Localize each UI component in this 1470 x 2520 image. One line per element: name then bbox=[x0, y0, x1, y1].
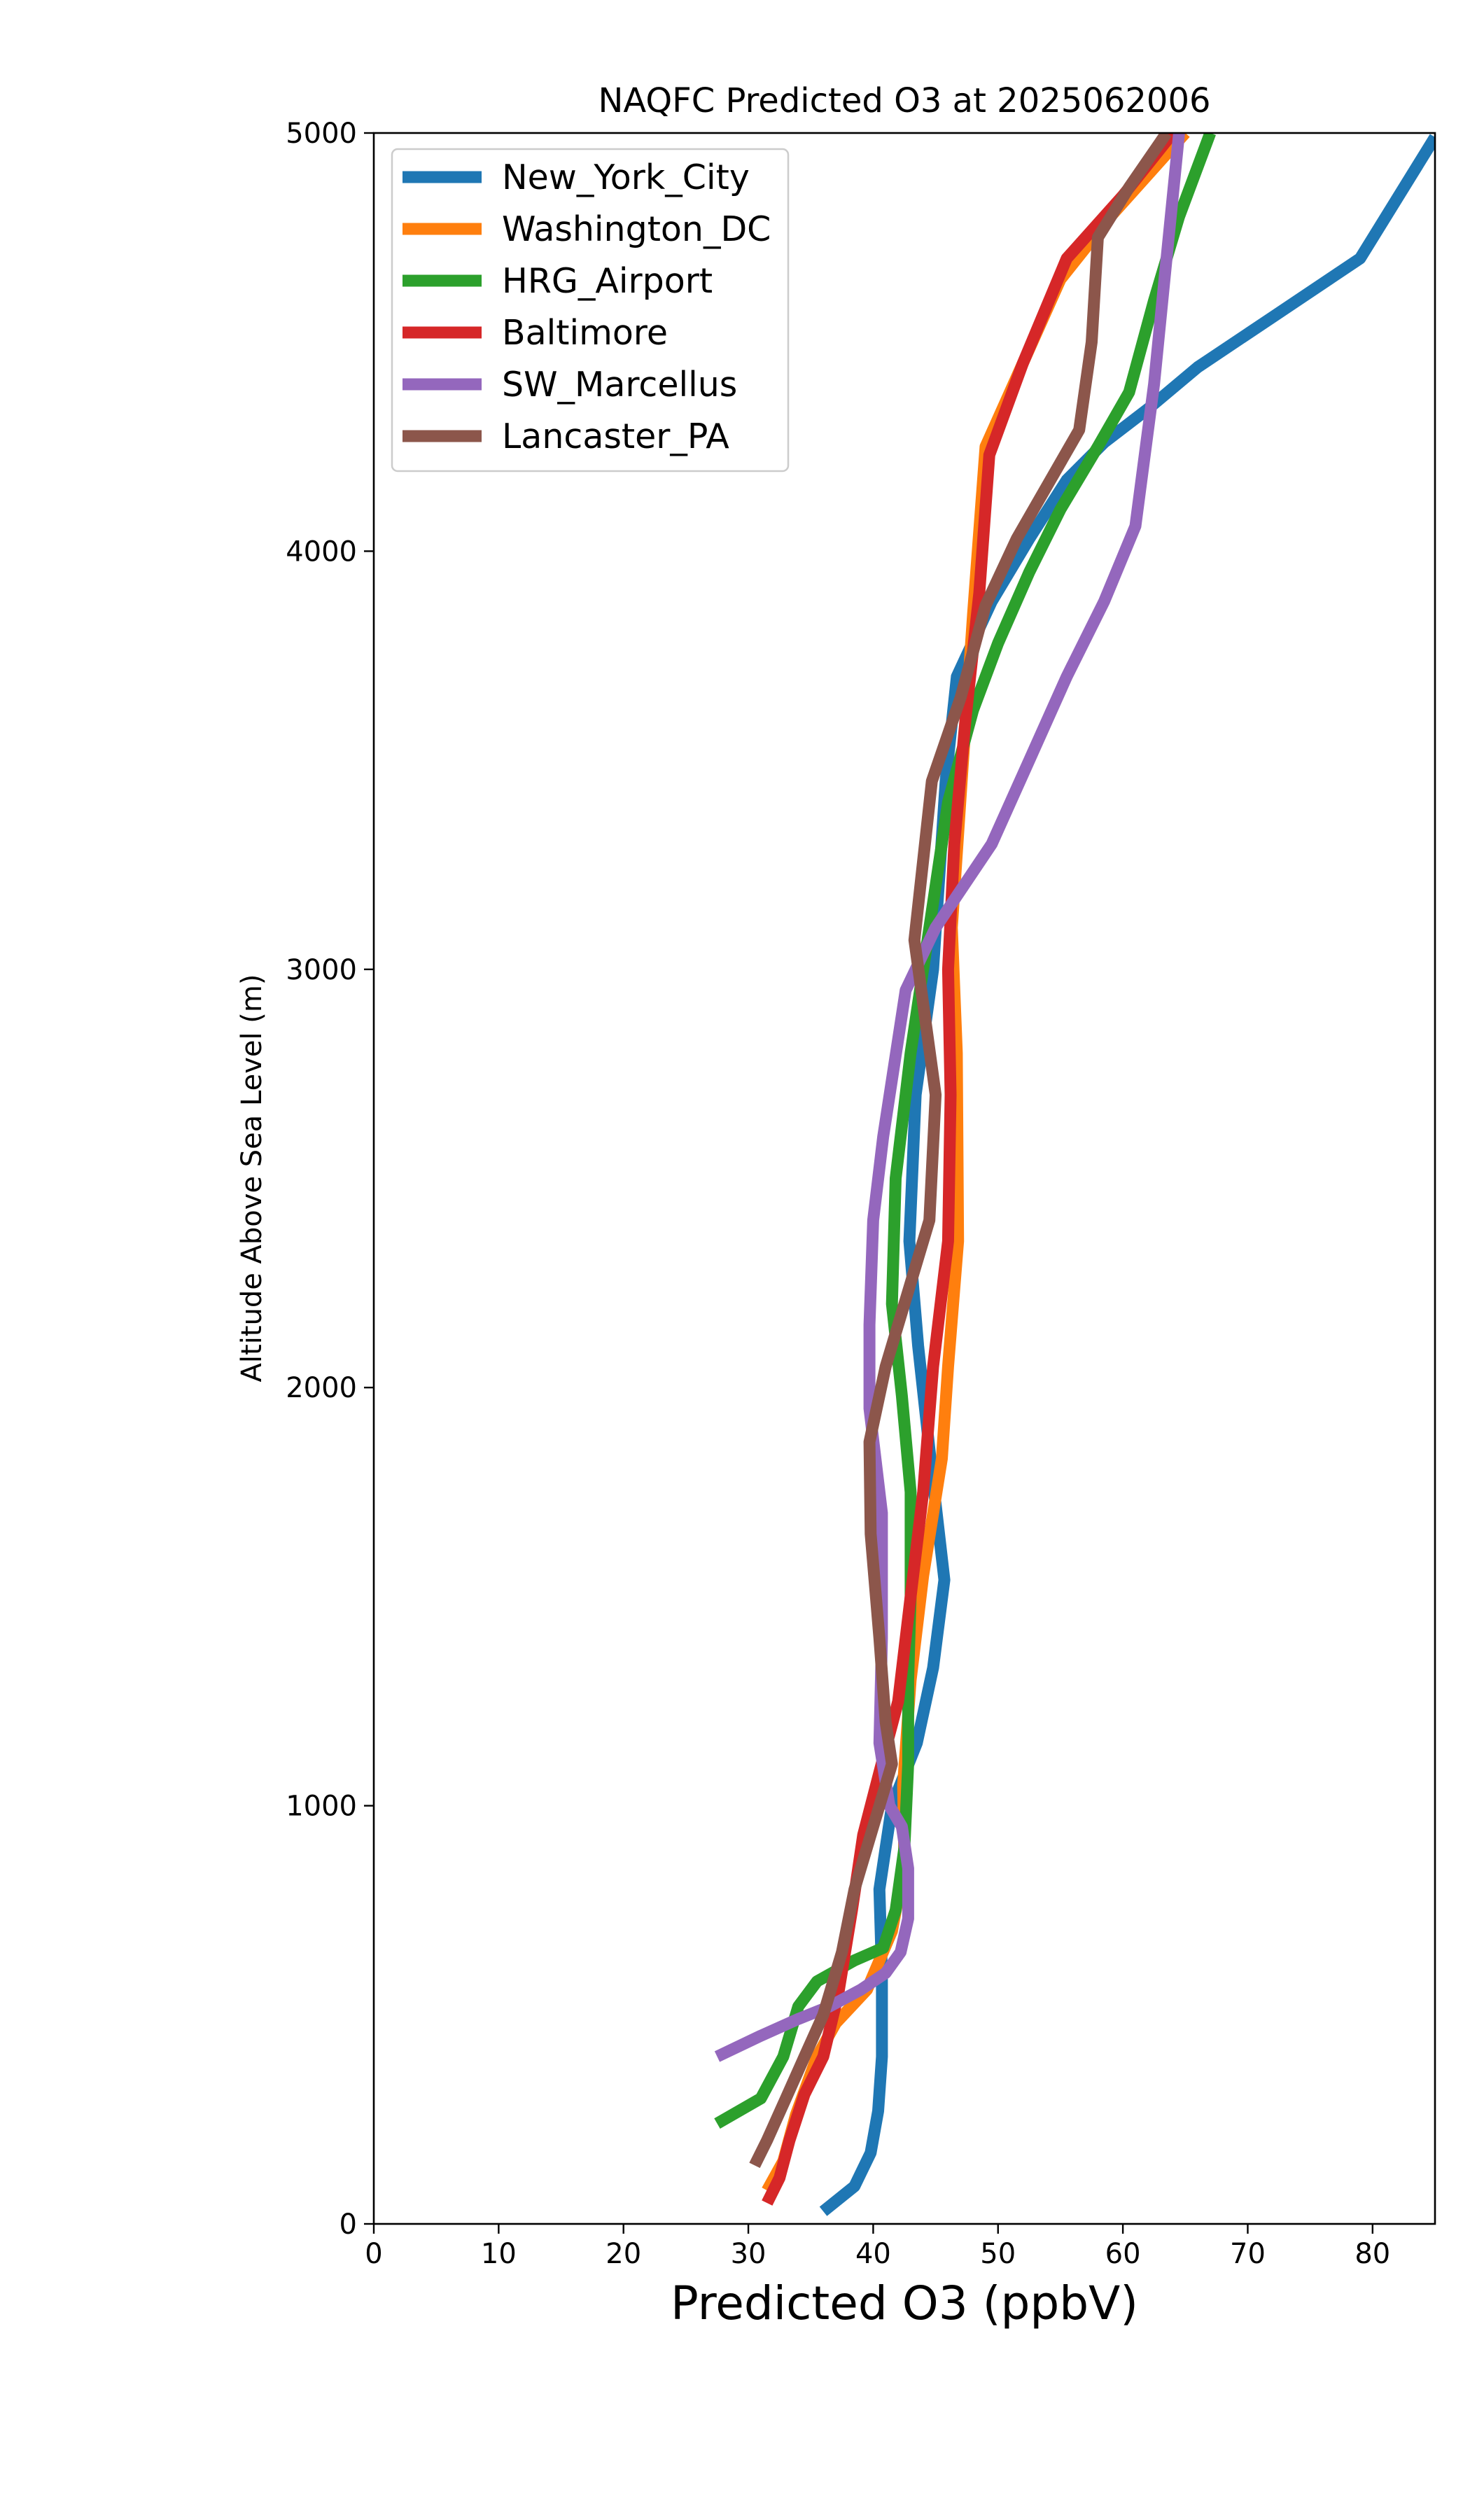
series-line-washington-dc bbox=[762, 133, 1190, 2194]
legend-label: Lancaster_PA bbox=[502, 416, 729, 456]
series-line-sw-marcellus bbox=[714, 133, 1185, 2062]
series-line-new-york-city bbox=[819, 134, 1435, 2216]
x-tick-label: 40 bbox=[855, 2238, 891, 2270]
series-layer bbox=[714, 133, 1435, 2216]
x-tick-label: 0 bbox=[365, 2238, 382, 2270]
legend-label: Baltimore bbox=[502, 313, 668, 353]
x-axis: 0 10 20 30 40 50 60 70 80 bbox=[365, 2224, 1390, 2270]
y-axis-label: Altitude Above Sea Level (m) bbox=[236, 974, 268, 1382]
series-line-lancaster-pa bbox=[749, 133, 1172, 2169]
x-axis-label: Predicted O3 (ppbV) bbox=[671, 2276, 1138, 2330]
series-line-hrg-airport bbox=[714, 133, 1216, 2129]
x-tick-label: 50 bbox=[980, 2238, 1016, 2270]
legend-label: HRG_Airport bbox=[502, 261, 713, 301]
y-tick-label: 0 bbox=[340, 2208, 357, 2241]
y-axis: 0 1000 2000 3000 4000 5000 bbox=[286, 118, 374, 2241]
legend: New_York_City Washington_DC HRG_Airport Bal… bbox=[391, 148, 790, 472]
x-tick-label: 20 bbox=[606, 2238, 641, 2270]
legend-label: New_York_City bbox=[502, 158, 750, 197]
x-tick-label: 30 bbox=[731, 2238, 766, 2270]
y-tick-label: 1000 bbox=[286, 1791, 357, 1823]
y-tick-label: 3000 bbox=[286, 954, 357, 986]
chart-title: NAQFC Predicted O3 at 2025062006 bbox=[598, 81, 1210, 120]
x-tick-label: 70 bbox=[1230, 2238, 1266, 2270]
y-tick-label: 2000 bbox=[286, 1372, 357, 1404]
x-tick-label: 10 bbox=[481, 2238, 517, 2270]
x-tick-label: 60 bbox=[1105, 2238, 1141, 2270]
y-tick-label: 5000 bbox=[286, 118, 357, 150]
legend-label: SW_Marcellus bbox=[502, 365, 737, 405]
series-line-baltimore bbox=[762, 133, 1178, 2206]
x-tick-label: 80 bbox=[1354, 2238, 1390, 2270]
legend-frame bbox=[391, 148, 790, 472]
y-tick-label: 4000 bbox=[286, 536, 357, 568]
plot-frame bbox=[372, 132, 1436, 2225]
legend-label: Washington_DC bbox=[502, 209, 771, 249]
